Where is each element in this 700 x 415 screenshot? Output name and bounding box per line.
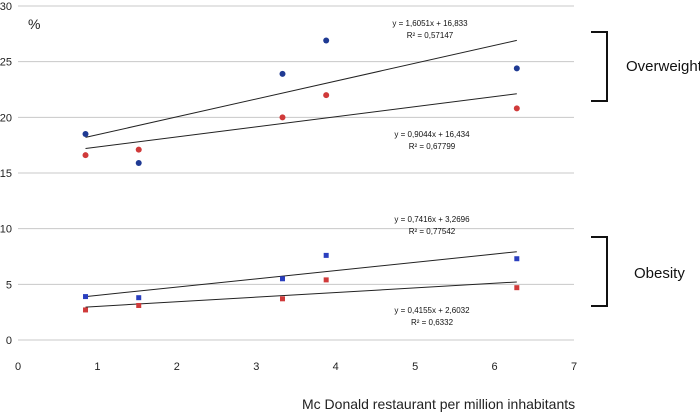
point-series-1-1 xyxy=(135,146,142,153)
equation-overweight-red: y = 0,9044x + 16,434 xyxy=(394,130,470,139)
x-tick-label: 6 xyxy=(492,361,498,373)
point-series-2-1 xyxy=(136,295,142,301)
x-axis-label: Mc Donald restaurant per million inhabit… xyxy=(302,396,575,412)
obesity-group-label: Obesity xyxy=(634,265,685,282)
r2-obesity-blue: R² = 0,77542 xyxy=(409,227,456,236)
point-series-2-0 xyxy=(83,294,89,300)
point-series-3-2 xyxy=(279,296,285,302)
x-tick-label: 0 xyxy=(15,361,21,373)
point-series-0-0 xyxy=(82,131,89,138)
y-tick-label: 30 xyxy=(0,1,12,13)
r2-overweight-blue: R² = 0,57147 xyxy=(407,31,454,40)
equation-overweight-blue: y = 1,6051x + 16,833 xyxy=(392,19,468,28)
point-series-0-2 xyxy=(279,70,286,77)
x-tick-label: 5 xyxy=(412,361,418,373)
overweight-bracket xyxy=(591,31,608,102)
x-tick-label: 2 xyxy=(174,361,180,373)
y-tick-label: 0 xyxy=(6,335,12,347)
point-series-1-4 xyxy=(513,105,520,112)
point-series-2-4 xyxy=(514,256,520,262)
equation-obesity-red: y = 0,4155x + 2,6032 xyxy=(394,306,470,315)
y-tick-label: 25 xyxy=(0,57,12,69)
y-tick-label: 15 xyxy=(0,168,12,180)
data-points xyxy=(82,37,520,313)
point-series-3-1 xyxy=(136,302,142,308)
equation-obesity-blue: y = 0,7416x + 3,2696 xyxy=(394,215,470,224)
x-tick-labels: 0 1 2 3 4 5 6 7 xyxy=(15,361,577,373)
point-series-0-4 xyxy=(513,65,520,72)
point-series-3-3 xyxy=(323,277,329,283)
gridlines xyxy=(18,5,574,341)
r2-obesity-red: R² = 0,6332 xyxy=(411,318,454,327)
y-tick-label: 10 xyxy=(0,224,12,236)
r2-overweight-red: R² = 0,67799 xyxy=(409,142,456,151)
y-tick-label: 5 xyxy=(6,279,12,291)
x-tick-label: 3 xyxy=(253,361,259,373)
x-tick-label: 7 xyxy=(571,361,577,373)
point-series-0-1 xyxy=(135,159,142,166)
point-series-1-0 xyxy=(82,152,89,159)
point-series-3-0 xyxy=(83,307,89,313)
point-series-2-2 xyxy=(279,276,285,282)
point-series-2-3 xyxy=(323,252,329,258)
point-series-1-2 xyxy=(279,114,286,121)
trendline-series-0 xyxy=(85,39,517,138)
x-tick-label: 1 xyxy=(94,361,100,373)
trendline-series-1 xyxy=(85,93,517,149)
y-axis-label: % xyxy=(28,16,40,32)
point-series-3-4 xyxy=(514,285,520,291)
y-tick-labels: 0 5 10 15 20 25 30 xyxy=(0,1,12,347)
point-series-0-3 xyxy=(323,37,330,44)
trendline-series-3 xyxy=(85,281,517,308)
y-tick-label: 20 xyxy=(0,112,12,124)
obesity-bracket xyxy=(591,236,608,307)
overweight-group-label: Overweight xyxy=(626,58,700,75)
point-series-1-3 xyxy=(323,92,330,99)
trendlines xyxy=(85,39,517,308)
x-tick-label: 4 xyxy=(333,361,339,373)
trendline-series-2 xyxy=(85,251,517,298)
